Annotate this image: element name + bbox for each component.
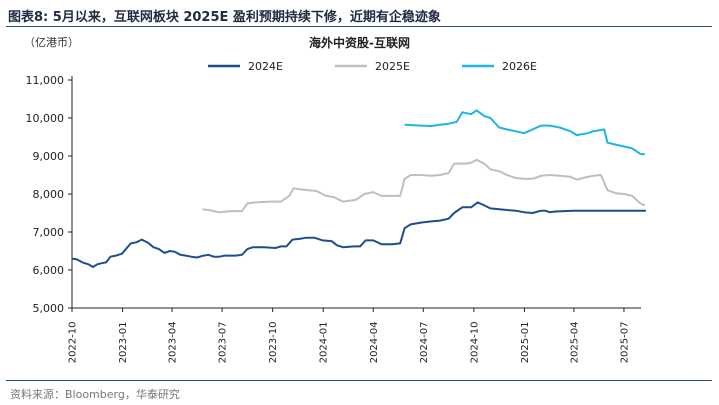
y-axis: 5,000 6,000 7,000 8,000 9,000 10,000 11,000: [26, 74, 73, 315]
y-tick-label: 11,000: [26, 74, 65, 87]
chart-title: 海外中资股-互联网: [309, 36, 410, 50]
x-tick-label: 2023-10: [268, 322, 279, 364]
legend-label: 2024E: [248, 60, 283, 73]
x-tick-label: 2024-01: [319, 322, 330, 364]
x-tick-label: 2022-10: [68, 322, 79, 364]
x-tick-label: 2025-04: [569, 322, 580, 364]
x-axis: 2022-10 2023-01 2023-04 2023-07 2023-10 2024-…: [68, 307, 641, 364]
series-layer: [71, 109, 646, 268]
y-tick-label: 10,000: [26, 112, 65, 125]
x-tick-label: 2025-07: [619, 322, 630, 364]
source-note: 资料来源：Bloomberg，华泰研究: [10, 388, 180, 401]
legend-label: 2026E: [502, 60, 537, 73]
y-tick-label: 9,000: [33, 150, 65, 163]
unit-label: （亿港币）: [24, 36, 79, 49]
x-tick-label: 2023-07: [218, 322, 229, 364]
legend-label: 2025E: [375, 60, 410, 73]
y-tick-label: 8,000: [33, 188, 65, 201]
title-rule: [6, 26, 712, 27]
x-tick-label: 2024-07: [419, 322, 430, 364]
y-tick-label: 7,000: [33, 226, 65, 239]
series-line-2024E: [71, 201, 646, 268]
source-rule: [6, 380, 712, 381]
series-line-2026E: [404, 109, 645, 156]
x-tick-label: 2023-04: [168, 322, 179, 364]
x-tick-label: 2024-04: [369, 322, 380, 364]
y-tick-label: 5,000: [33, 302, 65, 315]
series-line-2025E: [202, 158, 646, 214]
figure-title: 图表8: 5月以来，互联网板块 2025E 盈利预期持续下修，近期有企稳迹象: [8, 10, 441, 25]
y-tick-label: 6,000: [33, 264, 65, 277]
legend: 2024E 2025E 2026E: [208, 60, 537, 73]
x-tick-label: 2024-10: [469, 321, 480, 363]
x-tick-label: 2025-01: [520, 322, 531, 364]
x-tick-label: 2023-01: [118, 322, 129, 364]
